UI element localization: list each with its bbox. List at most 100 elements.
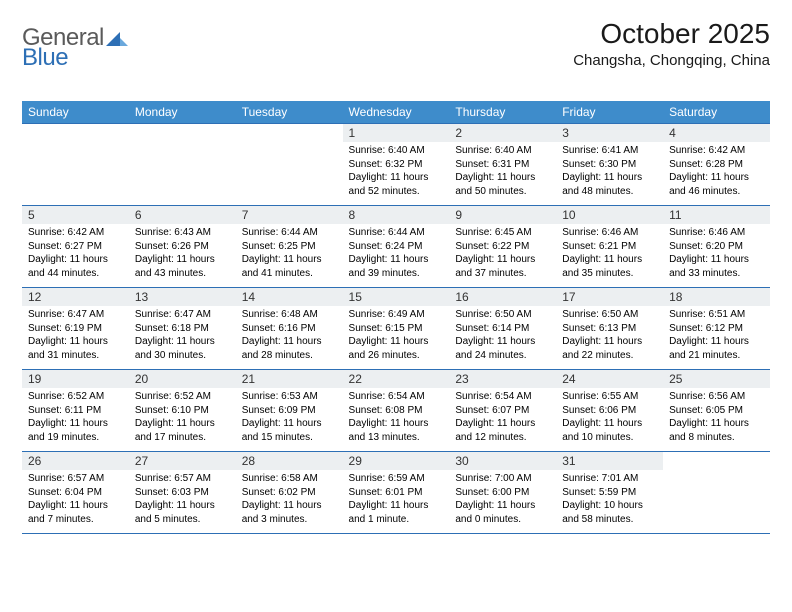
calendar-cell: 31Sunrise: 7:01 AMSunset: 5:59 PMDayligh… (556, 452, 663, 534)
day-details: Sunrise: 6:47 AMSunset: 6:19 PMDaylight:… (22, 306, 129, 366)
empty-day (129, 124, 236, 142)
calendar-cell: 8Sunrise: 6:44 AMSunset: 6:24 PMDaylight… (343, 206, 450, 288)
day-number: 7 (236, 206, 343, 224)
day-details: Sunrise: 6:40 AMSunset: 6:32 PMDaylight:… (343, 142, 450, 202)
day-details: Sunrise: 6:52 AMSunset: 6:10 PMDaylight:… (129, 388, 236, 448)
day-details: Sunrise: 6:56 AMSunset: 6:05 PMDaylight:… (663, 388, 770, 448)
day-number: 1 (343, 124, 450, 142)
day-details: Sunrise: 6:42 AMSunset: 6:28 PMDaylight:… (663, 142, 770, 202)
day-number: 23 (449, 370, 556, 388)
weekday-header: Tuesday (236, 101, 343, 124)
calendar-header-row: SundayMondayTuesdayWednesdayThursdayFrid… (22, 101, 770, 124)
day-number: 21 (236, 370, 343, 388)
day-details: Sunrise: 6:51 AMSunset: 6:12 PMDaylight:… (663, 306, 770, 366)
calendar-cell: 12Sunrise: 6:47 AMSunset: 6:19 PMDayligh… (22, 288, 129, 370)
location: Changsha, Chongqing, China (573, 52, 770, 69)
calendar-cell: 9Sunrise: 6:45 AMSunset: 6:22 PMDaylight… (449, 206, 556, 288)
logo-blue-wrap: Blue (22, 44, 68, 72)
calendar-cell: 29Sunrise: 6:59 AMSunset: 6:01 PMDayligh… (343, 452, 450, 534)
calendar-cell: 5Sunrise: 6:42 AMSunset: 6:27 PMDaylight… (22, 206, 129, 288)
day-details: Sunrise: 6:43 AMSunset: 6:26 PMDaylight:… (129, 224, 236, 284)
calendar-cell: 22Sunrise: 6:54 AMSunset: 6:08 PMDayligh… (343, 370, 450, 452)
day-number: 26 (22, 452, 129, 470)
weekday-header: Thursday (449, 101, 556, 124)
calendar-cell: 18Sunrise: 6:51 AMSunset: 6:12 PMDayligh… (663, 288, 770, 370)
day-number: 29 (343, 452, 450, 470)
day-number: 4 (663, 124, 770, 142)
calendar-cell: 13Sunrise: 6:47 AMSunset: 6:18 PMDayligh… (129, 288, 236, 370)
calendar-cell: 19Sunrise: 6:52 AMSunset: 6:11 PMDayligh… (22, 370, 129, 452)
day-details: Sunrise: 6:59 AMSunset: 6:01 PMDaylight:… (343, 470, 450, 530)
logo-text-blue: Blue (22, 44, 68, 71)
day-number: 14 (236, 288, 343, 306)
day-number: 25 (663, 370, 770, 388)
calendar-cell: 14Sunrise: 6:48 AMSunset: 6:16 PMDayligh… (236, 288, 343, 370)
calendar-cell: 11Sunrise: 6:46 AMSunset: 6:20 PMDayligh… (663, 206, 770, 288)
empty-day (236, 124, 343, 142)
calendar-cell (663, 452, 770, 534)
day-number: 20 (129, 370, 236, 388)
day-details: Sunrise: 6:44 AMSunset: 6:25 PMDaylight:… (236, 224, 343, 284)
calendar-cell: 23Sunrise: 6:54 AMSunset: 6:07 PMDayligh… (449, 370, 556, 452)
calendar-body: 1Sunrise: 6:40 AMSunset: 6:32 PMDaylight… (22, 124, 770, 534)
day-number: 13 (129, 288, 236, 306)
calendar-cell: 16Sunrise: 6:50 AMSunset: 6:14 PMDayligh… (449, 288, 556, 370)
calendar-cell: 30Sunrise: 7:00 AMSunset: 6:00 PMDayligh… (449, 452, 556, 534)
day-details: Sunrise: 6:44 AMSunset: 6:24 PMDaylight:… (343, 224, 450, 284)
day-number: 31 (556, 452, 663, 470)
day-details: Sunrise: 6:57 AMSunset: 6:03 PMDaylight:… (129, 470, 236, 530)
day-details: Sunrise: 6:49 AMSunset: 6:15 PMDaylight:… (343, 306, 450, 366)
day-details: Sunrise: 6:50 AMSunset: 6:13 PMDaylight:… (556, 306, 663, 366)
calendar-cell: 7Sunrise: 6:44 AMSunset: 6:25 PMDaylight… (236, 206, 343, 288)
calendar-cell: 2Sunrise: 6:40 AMSunset: 6:31 PMDaylight… (449, 124, 556, 206)
day-number: 2 (449, 124, 556, 142)
weekday-header: Wednesday (343, 101, 450, 124)
day-number: 15 (343, 288, 450, 306)
calendar-cell: 21Sunrise: 6:53 AMSunset: 6:09 PMDayligh… (236, 370, 343, 452)
day-number: 24 (556, 370, 663, 388)
day-details: Sunrise: 6:46 AMSunset: 6:20 PMDaylight:… (663, 224, 770, 284)
day-number: 6 (129, 206, 236, 224)
day-details: Sunrise: 7:01 AMSunset: 5:59 PMDaylight:… (556, 470, 663, 530)
day-details: Sunrise: 6:40 AMSunset: 6:31 PMDaylight:… (449, 142, 556, 202)
day-number: 17 (556, 288, 663, 306)
day-details: Sunrise: 7:00 AMSunset: 6:00 PMDaylight:… (449, 470, 556, 530)
day-number: 10 (556, 206, 663, 224)
day-number: 18 (663, 288, 770, 306)
calendar-cell: 10Sunrise: 6:46 AMSunset: 6:21 PMDayligh… (556, 206, 663, 288)
calendar-row: 12Sunrise: 6:47 AMSunset: 6:19 PMDayligh… (22, 288, 770, 370)
day-number: 16 (449, 288, 556, 306)
day-number: 3 (556, 124, 663, 142)
day-details: Sunrise: 6:52 AMSunset: 6:11 PMDaylight:… (22, 388, 129, 448)
day-details: Sunrise: 6:50 AMSunset: 6:14 PMDaylight:… (449, 306, 556, 366)
day-number: 5 (22, 206, 129, 224)
day-details: Sunrise: 6:45 AMSunset: 6:22 PMDaylight:… (449, 224, 556, 284)
day-number: 12 (22, 288, 129, 306)
calendar-cell: 6Sunrise: 6:43 AMSunset: 6:26 PMDaylight… (129, 206, 236, 288)
weekday-header: Sunday (22, 101, 129, 124)
calendar-cell: 4Sunrise: 6:42 AMSunset: 6:28 PMDaylight… (663, 124, 770, 206)
calendar-row: 1Sunrise: 6:40 AMSunset: 6:32 PMDaylight… (22, 124, 770, 206)
empty-day (22, 124, 129, 142)
day-number: 9 (449, 206, 556, 224)
day-details: Sunrise: 6:54 AMSunset: 6:08 PMDaylight:… (343, 388, 450, 448)
calendar-row: 5Sunrise: 6:42 AMSunset: 6:27 PMDaylight… (22, 206, 770, 288)
calendar-cell: 1Sunrise: 6:40 AMSunset: 6:32 PMDaylight… (343, 124, 450, 206)
calendar-cell (236, 124, 343, 206)
calendar-cell: 25Sunrise: 6:56 AMSunset: 6:05 PMDayligh… (663, 370, 770, 452)
day-details: Sunrise: 6:46 AMSunset: 6:21 PMDaylight:… (556, 224, 663, 284)
day-details: Sunrise: 6:41 AMSunset: 6:30 PMDaylight:… (556, 142, 663, 202)
day-number: 28 (236, 452, 343, 470)
calendar-cell: 28Sunrise: 6:58 AMSunset: 6:02 PMDayligh… (236, 452, 343, 534)
weekday-header: Saturday (663, 101, 770, 124)
weekday-header: Monday (129, 101, 236, 124)
month-title: October 2025 (573, 18, 770, 50)
calendar-page: General October 2025 Changsha, Chongqing… (0, 0, 792, 552)
header: General October 2025 Changsha, Chongqing… (22, 18, 770, 69)
calendar-table: SundayMondayTuesdayWednesdayThursdayFrid… (22, 101, 770, 534)
day-number: 19 (22, 370, 129, 388)
day-details: Sunrise: 6:54 AMSunset: 6:07 PMDaylight:… (449, 388, 556, 448)
day-details: Sunrise: 6:57 AMSunset: 6:04 PMDaylight:… (22, 470, 129, 530)
day-details: Sunrise: 6:42 AMSunset: 6:27 PMDaylight:… (22, 224, 129, 284)
calendar-row: 26Sunrise: 6:57 AMSunset: 6:04 PMDayligh… (22, 452, 770, 534)
